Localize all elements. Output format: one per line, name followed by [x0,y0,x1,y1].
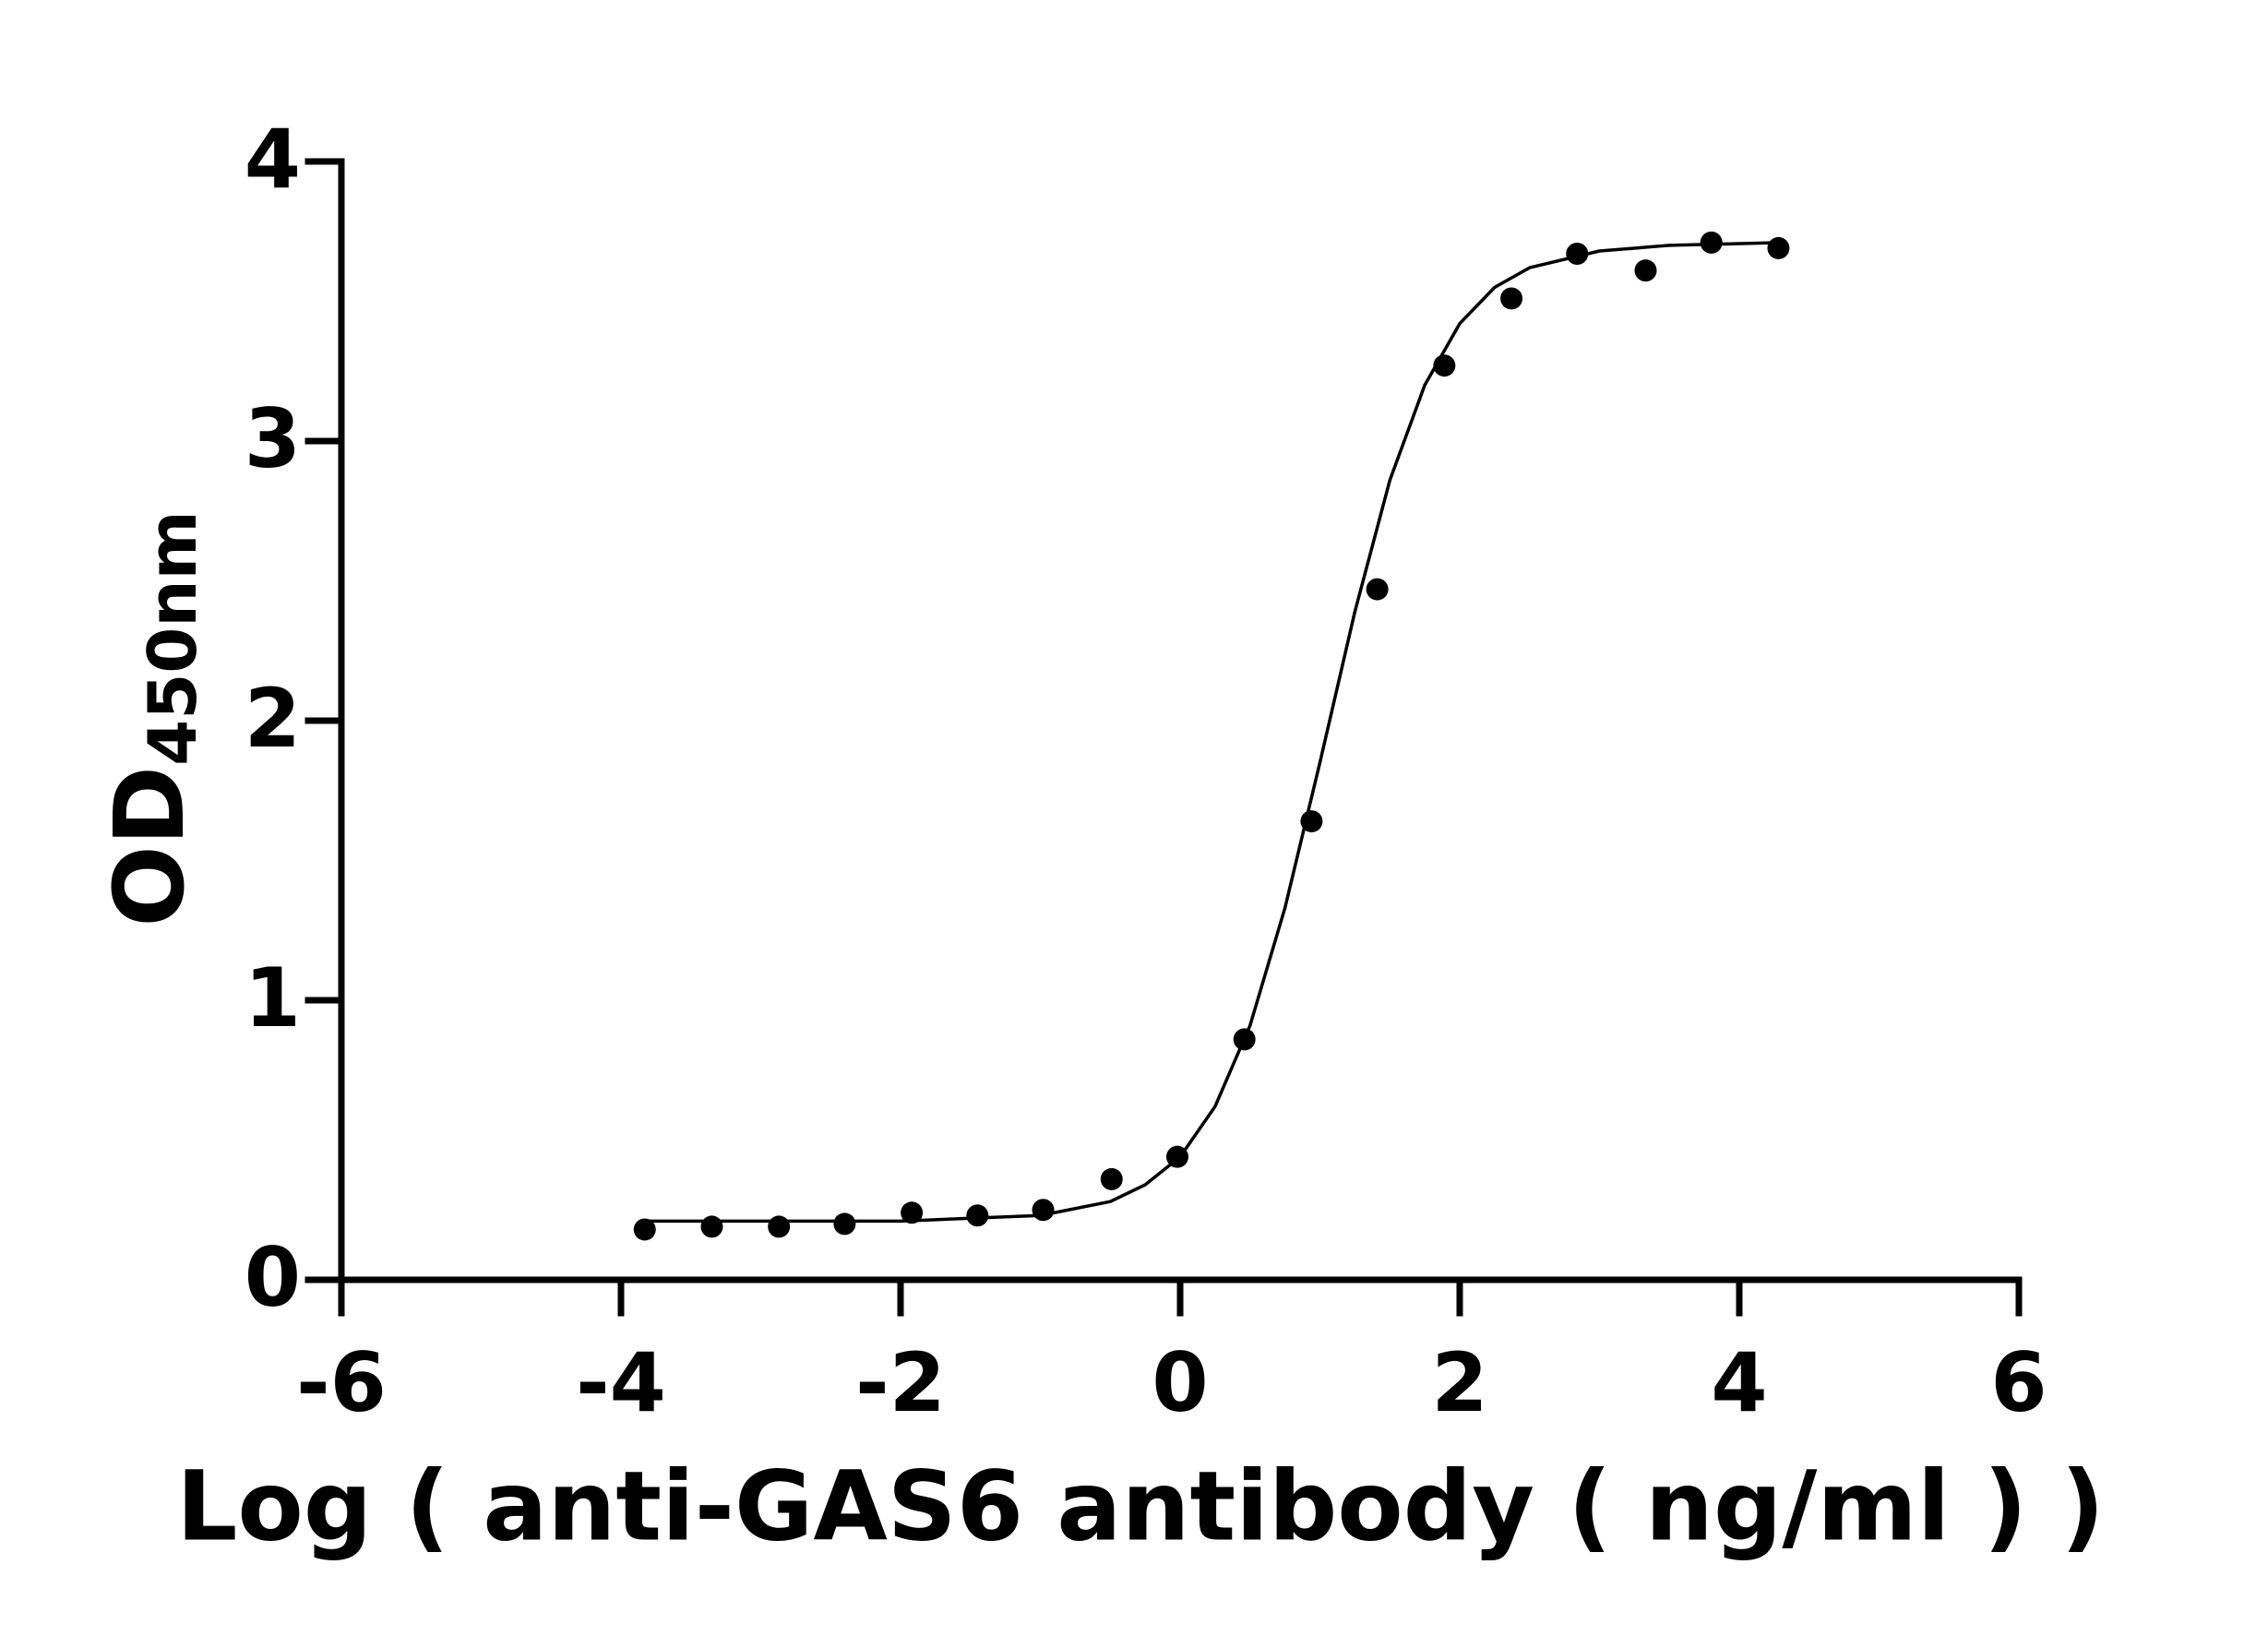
data-point [1165,1145,1188,1168]
data-point [1233,1028,1256,1051]
x-tick-label: 0 [1152,1335,1208,1430]
y-axis-title-subscript: 450nm [134,510,211,766]
x-axis-title: Log ( anti-GAS6 antibody ( ng/ml ) ) [176,1450,2105,1562]
y-axis-title: OD450nm [93,510,210,926]
data-point [1767,236,1790,259]
y-tick-label: 0 [245,1230,301,1325]
y-tick-label: 2 [245,671,301,766]
data-point [1700,231,1723,254]
data-point [1032,1199,1055,1222]
data-point [768,1215,791,1238]
x-tick-label: -4 [576,1335,666,1430]
data-point [1566,242,1589,265]
y-axis-title-main: OD [93,766,206,927]
x-tick-label: 2 [1431,1335,1487,1430]
y-tick-label: 3 [245,391,301,486]
data-point [1300,810,1323,833]
fit-curve [649,241,1782,1224]
y-tick-label: 4 [245,112,301,207]
data-point [700,1215,723,1238]
data-point [1500,287,1523,310]
y-tick-label: 1 [245,950,301,1045]
data-point [833,1212,856,1236]
data-point [1366,578,1389,601]
data-point [966,1204,989,1227]
x-tick-label: -6 [296,1335,387,1430]
data-point [1433,354,1456,377]
x-tick-label: 4 [1711,1335,1767,1430]
data-point [1100,1167,1123,1190]
data-point [633,1218,656,1241]
x-tick-label: -2 [855,1335,946,1430]
data-point [1634,259,1657,282]
data-point [901,1201,924,1224]
x-tick-label: 6 [1990,1335,2047,1430]
